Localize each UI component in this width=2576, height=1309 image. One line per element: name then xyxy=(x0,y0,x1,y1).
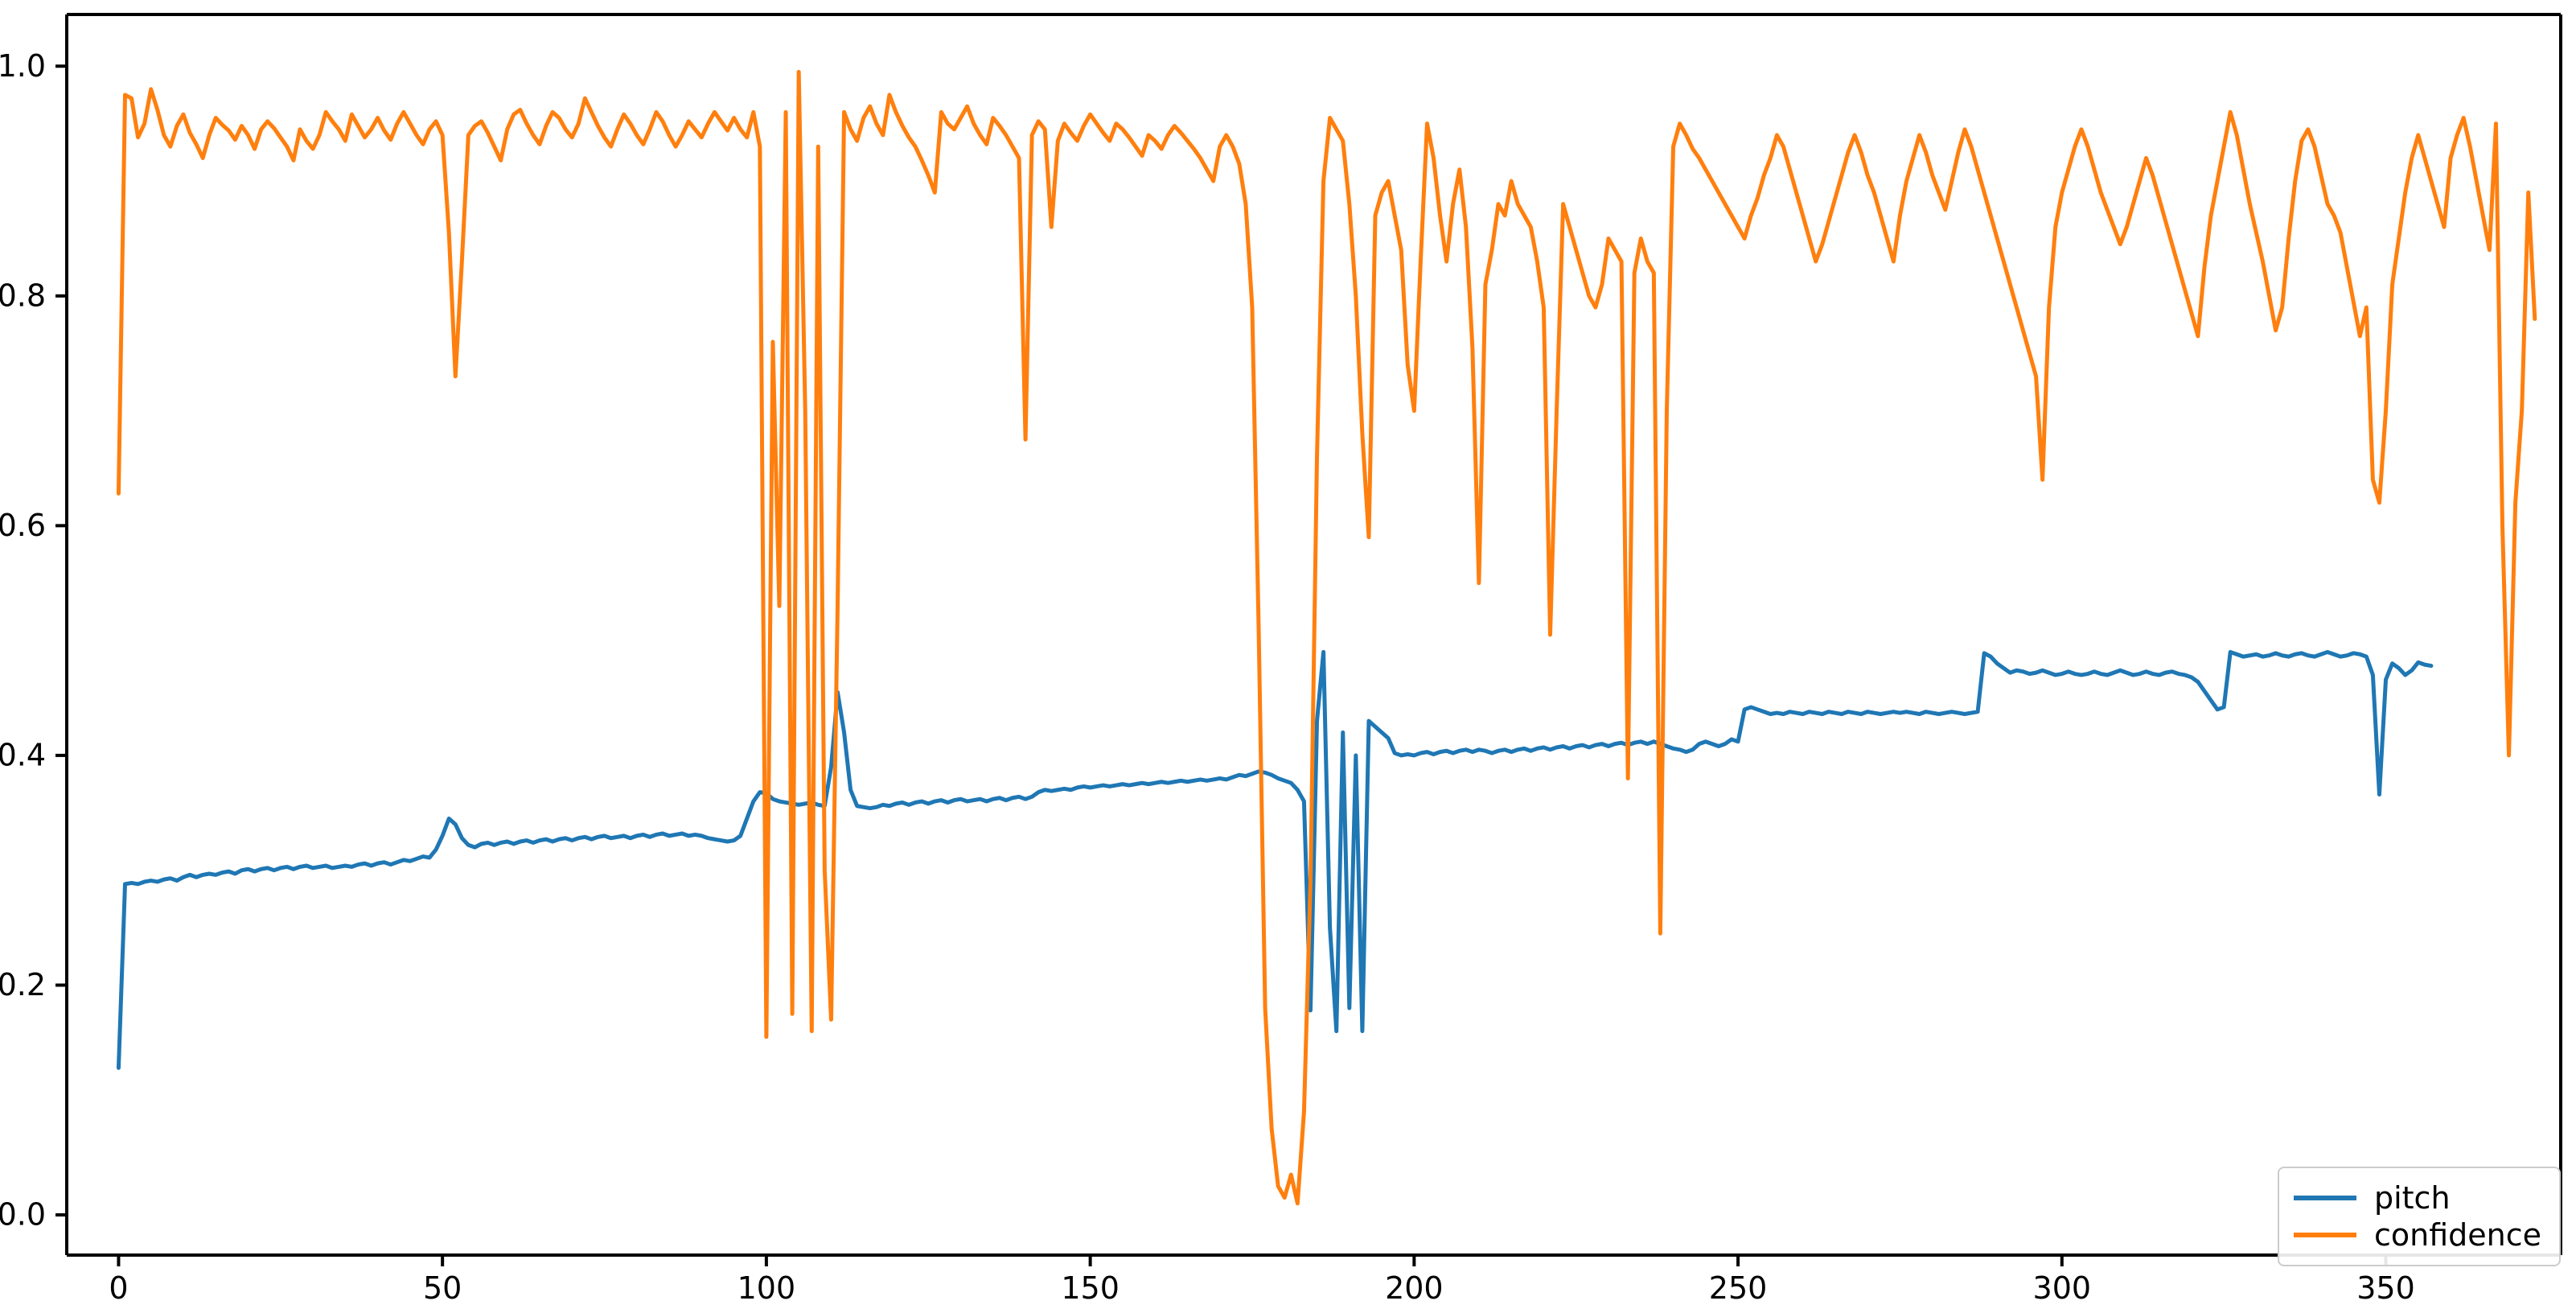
x-tick-label: 250 xyxy=(1709,1270,1768,1306)
legend-item-pitch[interactable]: pitch xyxy=(2293,1179,2541,1216)
series-line-pitch xyxy=(116,649,2434,1070)
y-tick-label: 0.6 xyxy=(0,508,46,543)
data-series-group xyxy=(116,69,2537,1206)
x-tick-label: 0 xyxy=(109,1270,128,1306)
legend-swatch-pitch xyxy=(2293,1196,2356,1200)
x-tick-label: 200 xyxy=(1385,1270,1444,1306)
legend-label-confidence: confidence xyxy=(2373,1217,2541,1253)
x-tick-label: 350 xyxy=(2356,1270,2415,1306)
y-tick-label: 0.4 xyxy=(0,737,46,772)
x-axis-ticks: 0 50 100 150 200 250 300 350 xyxy=(109,1255,2415,1306)
legend-item-confidence[interactable]: confidence xyxy=(2293,1216,2541,1253)
chart-legend[interactable]: pitch confidence xyxy=(2277,1167,2561,1266)
x-tick-label: 100 xyxy=(737,1270,796,1306)
y-axis-ticks: 0.0 0.2 0.4 0.6 0.8 1.0 xyxy=(0,48,67,1233)
x-tick-label: 150 xyxy=(1061,1270,1120,1306)
y-tick-label: 0.0 xyxy=(0,1197,46,1233)
x-tick-label: 50 xyxy=(423,1270,462,1306)
series-line-confidence xyxy=(116,69,2537,1206)
y-tick-label: 0.8 xyxy=(0,278,46,313)
y-tick-label: 0.2 xyxy=(0,967,46,1002)
legend-swatch-confidence xyxy=(2293,1233,2356,1237)
x-tick-label: 300 xyxy=(2033,1270,2092,1306)
y-tick-label: 1.0 xyxy=(0,48,46,84)
legend-label-pitch: pitch xyxy=(2373,1180,2451,1216)
